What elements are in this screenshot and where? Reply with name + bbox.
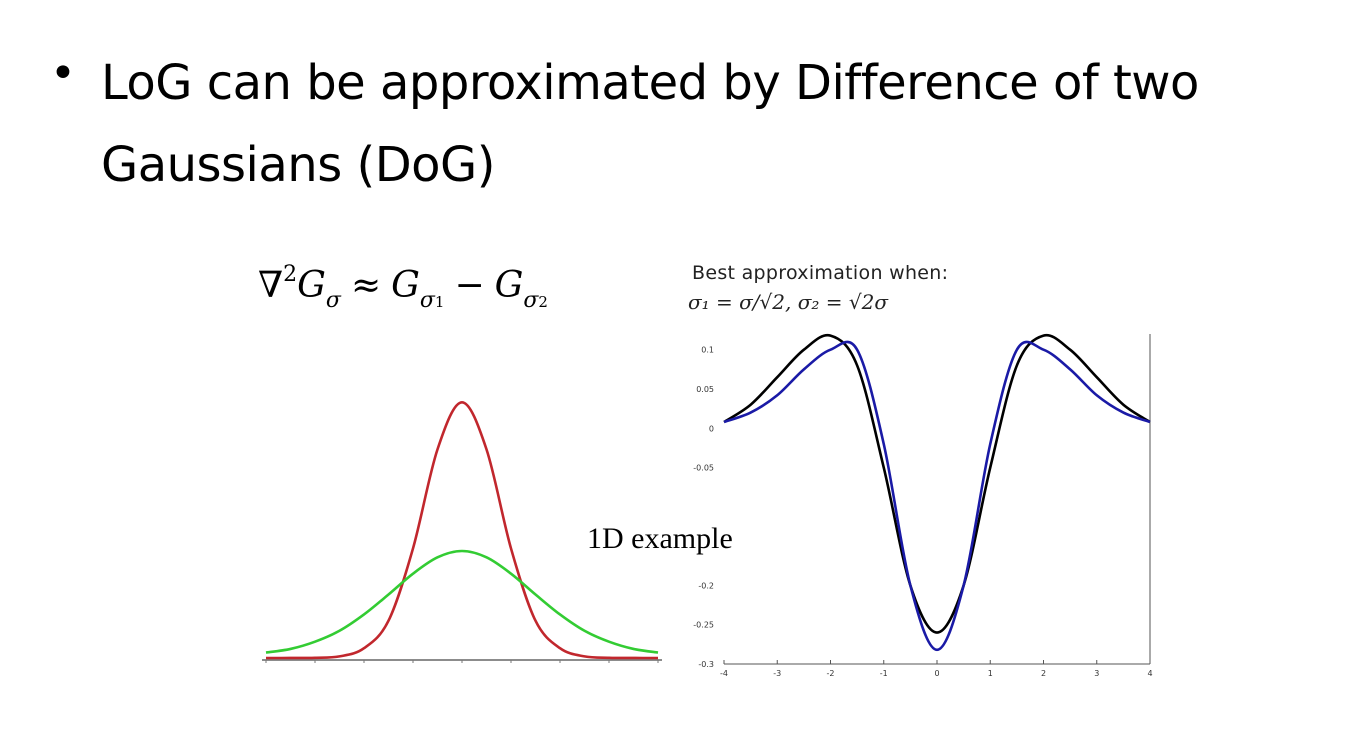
formula-lhs-sub: σ [325, 288, 341, 313]
dog-log-x-tick-label: 0 [934, 669, 939, 678]
formula-minus: − [454, 265, 485, 306]
formula-g1-sub: σ1 [419, 288, 445, 313]
dog-log-y-tick-label: 0 [709, 424, 714, 433]
formula-g2: G [494, 265, 524, 306]
dog-log-y-tick-label: 0.1 [701, 346, 714, 355]
formula-approx: ≈ [350, 265, 382, 306]
dog-log-ticks: 0.1 0.05 0 -0.05 -0.2 -0.25 -0.3 -4 -3 -2 -1 0 1 2 3 4 [693, 346, 1152, 678]
gaussians-x-axis [262, 659, 662, 663]
slide-title-line-2: Gaussians (DoG) [101, 137, 495, 193]
formula-lhs-g: G [297, 265, 326, 306]
dog-log-series [723, 333, 1151, 652]
dog-log-y-tick-label: -0.2 [698, 581, 714, 590]
gaussian-wide-line [265, 549, 659, 654]
dog-log-x-tick-label: 1 [988, 669, 993, 678]
slide-title-line-1: LoG can be approximated by Difference of… [101, 55, 1199, 111]
approximation-note-title: Best approximation when: [692, 262, 949, 284]
formula-g1: G [391, 265, 420, 306]
bullet-marker: • [50, 48, 76, 99]
dog-log-y-tick-label: -0.25 [693, 621, 714, 630]
dog-line [723, 333, 1151, 634]
dog-log-x-tick-label: -3 [773, 669, 781, 678]
dog-log-x-tick-label: 4 [1147, 669, 1152, 678]
dog-log-x-tick-label: -1 [880, 669, 888, 678]
gaussians-series [265, 401, 659, 660]
dog-log-x-tick-label: 2 [1041, 669, 1046, 678]
dog-formula: ∇2Gσ ≈ Gσ1− Gσ2 [258, 262, 548, 313]
caption-1d-example: 1D example [585, 522, 735, 556]
gaussian-narrow-line [265, 401, 659, 660]
log-line [723, 340, 1151, 652]
dog-log-chart: 0.1 0.05 0 -0.05 -0.2 -0.25 -0.3 -4 -3 -2 -1 0 1 2 3 4 [693, 333, 1153, 678]
dog-log-y-tick-label: 0.05 [696, 385, 714, 394]
nabla-symbol: ∇ [258, 265, 284, 306]
dog-log-x-tick-label: -2 [827, 669, 835, 678]
dog-log-x-tick-label: -4 [720, 669, 728, 678]
dog-log-y-tick-label: -0.05 [693, 464, 714, 473]
slide-title: LoG can be approximated by Difference of… [101, 42, 1361, 206]
approximation-note-equation: σ₁ = σ/√2, σ₂ = √2σ [688, 290, 888, 314]
formula-g2-sub: σ2 [523, 288, 548, 313]
gaussians-chart [262, 401, 662, 663]
formula-power: 2 [283, 262, 298, 287]
dog-log-y-tick-label: -0.3 [698, 660, 714, 669]
dog-log-x-tick-label: 3 [1094, 669, 1099, 678]
